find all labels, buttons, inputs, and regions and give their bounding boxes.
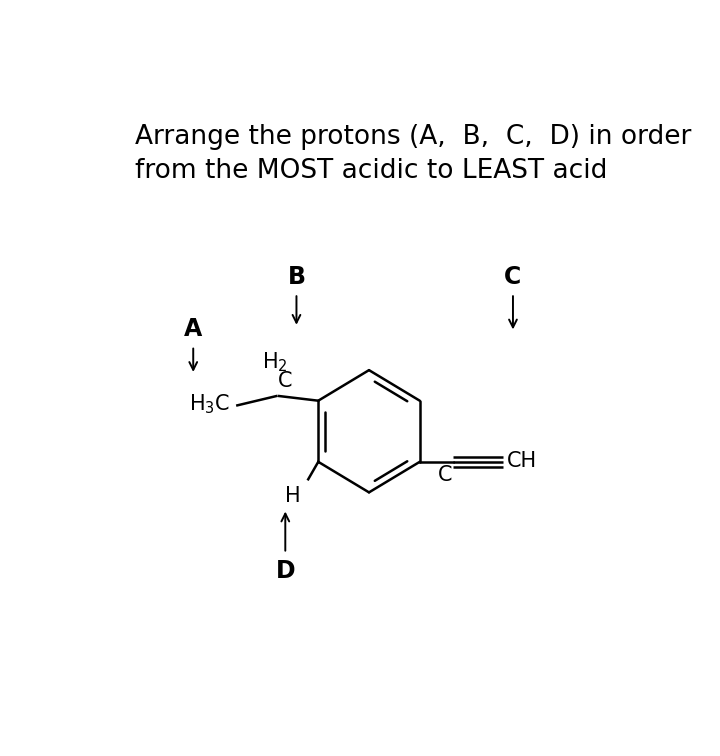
Text: C: C [278, 371, 292, 392]
Text: H$_3$C: H$_3$C [189, 392, 230, 416]
Text: H$_2$: H$_2$ [262, 350, 288, 374]
Text: CH: CH [507, 451, 537, 471]
Text: C: C [438, 465, 452, 485]
Text: A: A [184, 318, 202, 342]
Text: Arrange the protons (A,  B,  C,  D) in order: Arrange the protons (A, B, C, D) in orde… [135, 124, 691, 150]
Text: D: D [276, 559, 295, 583]
Text: from the MOST acidic to LEAST acid: from the MOST acidic to LEAST acid [135, 158, 607, 184]
Text: H: H [285, 486, 300, 507]
Text: B: B [287, 265, 305, 289]
Text: C: C [504, 265, 521, 289]
